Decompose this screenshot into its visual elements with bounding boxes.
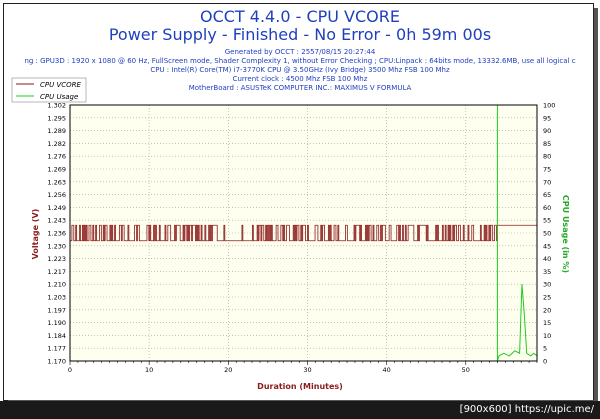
y-left-tick-label: 1.256 (47, 191, 66, 199)
y-right-tick-label: 30 (543, 281, 551, 289)
y-right-tick-label: 95 (543, 114, 551, 122)
info-test-config: ng : GPU3D : 1920 x 1080 @ 60 Hz, FullSc… (24, 57, 576, 65)
y-axis-label-left: Voltage (V) (31, 209, 40, 260)
y-left-tick-label: 1.190 (47, 319, 66, 327)
series-line-cpu-usage (70, 104, 538, 362)
series-layer (69, 104, 538, 362)
y-left-tick-label: 1.230 (47, 242, 66, 250)
plot-border (69, 104, 538, 362)
y-left-tick-label: 1.177 (47, 345, 66, 353)
watermark-text: [900x600] https://upic.me/ (459, 404, 594, 415)
y-axis-label-right: CPU Usage (in %) (561, 195, 570, 273)
y-left-tick-label: 1.217 (47, 268, 66, 276)
frame-shadow-right (594, 8, 598, 402)
y-left-tick-label: 1.223 (47, 255, 66, 263)
legend-label-usage: CPU Usage (40, 93, 78, 101)
y-left-tick-label: 1.203 (47, 294, 66, 302)
chart-subtitle: Power Supply - Finished - No Error - 0h … (108, 25, 492, 44)
y-left-tick-label: 1.289 (47, 127, 66, 135)
legend-box (11, 77, 87, 103)
y-right-tick-label: 25 (543, 294, 551, 302)
y-left-tick-label: 1.276 (47, 153, 66, 161)
y-left-tick-label: 1.184 (47, 332, 66, 340)
y-left-tick-label: 1.243 (47, 217, 66, 225)
y-right-tick-label: 65 (543, 191, 551, 199)
y-right-tick-label: 100 (543, 102, 555, 110)
x-tick-label: 0 (68, 366, 72, 374)
y-left-tick-label: 1.236 (47, 230, 66, 238)
y-right-tick-label: 15 (543, 319, 551, 327)
x-tick-label: 50 (462, 366, 470, 374)
y-right-tick-label: 80 (543, 153, 551, 161)
y-right-tick-label: 85 (543, 140, 551, 148)
info-cpu: CPU : Intel(R) Core(TM) i7-3770K CPU @ 3… (150, 66, 450, 74)
y-left-tick-label: 1.210 (47, 281, 66, 289)
y-right-tick-label: 0 (543, 358, 547, 366)
series-line-cpu-vcore (69, 224, 537, 242)
y-right-tick-label: 55 (543, 217, 551, 225)
y-right-tick-label: 60 (543, 204, 551, 212)
y-right-tick-label: 40 (543, 255, 551, 263)
info-clock: Current clock : 4500 Mhz FSB 100 Mhz (232, 75, 368, 83)
y-left-tick-label: 1.263 (47, 178, 66, 186)
axes-labels: 1.170 01.177 51.184 101.190 151.197 201.203 25… (47, 102, 555, 375)
y-left-tick-label: 1.249 (47, 204, 66, 212)
y-left-tick-label: 1.295 (47, 114, 66, 122)
x-tick-label: 20 (224, 366, 232, 374)
y-left-tick-label: 1.197 (47, 306, 66, 314)
y-left-tick-label: 1.302 (47, 102, 66, 110)
y-right-tick-label: 45 (543, 242, 551, 250)
x-tick-label: 30 (303, 366, 311, 374)
y-right-tick-label: 20 (543, 306, 551, 314)
legend: CPU VCORE CPU Usage (11, 77, 87, 103)
y-right-tick-label: 5 (543, 345, 547, 353)
y-right-tick-label: 50 (543, 230, 551, 238)
info-generated: Generated by OCCT : 2557/08/15 20:27:44 (224, 48, 376, 56)
watermark-bar: [900x600] https://upic.me/ (0, 401, 600, 419)
y-left-tick-label: 1.170 (47, 358, 66, 366)
y-right-tick-label: 75 (543, 166, 551, 174)
y-right-tick-label: 90 (543, 127, 551, 135)
legend-label-vcore: CPU VCORE (40, 81, 82, 89)
y-right-tick-label: 35 (543, 268, 551, 276)
y-left-tick-label: 1.269 (47, 166, 66, 174)
x-tick-label: 10 (145, 366, 153, 374)
x-axis-label: Duration (Minutes) (257, 382, 343, 391)
plot-area (70, 105, 537, 361)
y-left-tick-label: 1.282 (47, 140, 66, 148)
y-right-tick-label: 70 (543, 178, 551, 186)
chart-title: OCCT 4.4.0 - CPU VCORE (199, 7, 400, 26)
info-motherboard: MotherBoard : ASUSTeK COMPUTER INC.: MAX… (188, 84, 412, 92)
x-tick-label: 40 (382, 366, 390, 374)
y-right-tick-label: 10 (543, 332, 551, 340)
